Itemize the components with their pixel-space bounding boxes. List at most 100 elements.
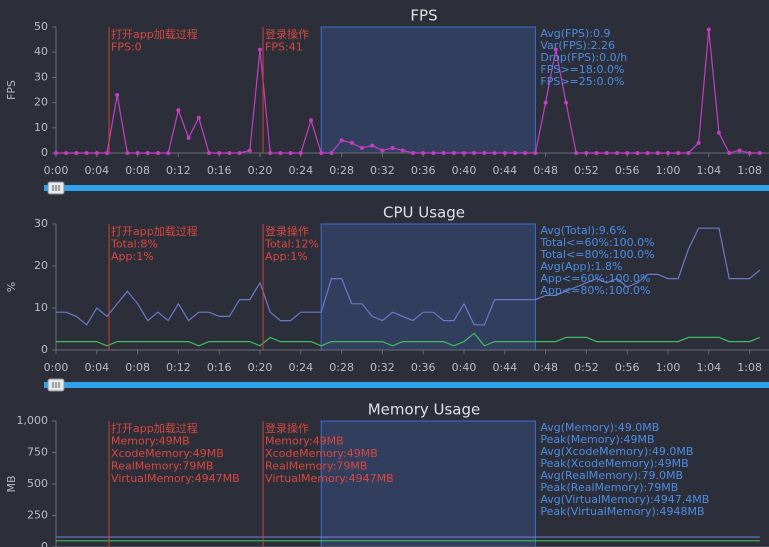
data-point xyxy=(207,151,211,155)
x-tick-label: 0:32 xyxy=(370,164,395,177)
x-tick-label: 0:16 xyxy=(207,164,232,177)
data-point xyxy=(227,151,232,155)
stat-text: Total<=80%:100.0% xyxy=(539,248,654,261)
annotation-text: 打开app加载过程 xyxy=(111,27,198,41)
data-point xyxy=(706,27,711,32)
selection-region xyxy=(320,26,536,154)
y-tick-label: 20 xyxy=(34,96,48,109)
stat-text: Avg(XcodeMemory):49.0MB xyxy=(540,445,693,458)
annotation-text: XcodeMemory:49MB xyxy=(265,447,378,460)
x-tick-label: 0:04 xyxy=(84,164,109,177)
y-tick-label: 10 xyxy=(34,301,48,314)
chart: CPU Usage% 0 10 20 30 0:00 0:04 0:08 0:12 0:16 0:2… xyxy=(5,204,769,392)
data-point xyxy=(451,151,456,155)
data-point xyxy=(298,151,303,155)
stat-text: FPS>=25:0.0% xyxy=(540,75,624,88)
x-tick-label: 0:28 xyxy=(329,361,354,374)
stat-text: Total<=60%:100.0% xyxy=(539,236,654,249)
data-point xyxy=(258,47,262,52)
selection-region xyxy=(320,420,536,547)
data-point xyxy=(339,138,344,143)
annotation-text: Memory:49MB xyxy=(111,435,190,448)
y-axis-label: % xyxy=(5,282,18,292)
stat-text: Avg(RealMemory):79.0MB xyxy=(540,469,683,482)
y-tick-label: 40 xyxy=(34,45,48,58)
stat-text: App<=80%:100.0% xyxy=(540,284,650,297)
data-point xyxy=(492,151,497,155)
x-tick-label: 0:04 xyxy=(84,361,109,374)
data-point xyxy=(288,151,293,155)
data-point xyxy=(604,151,609,155)
x-tick-label: 0:44 xyxy=(492,361,517,374)
x-tick-label: 0:24 xyxy=(288,164,313,177)
annotation-text: 登录操作 xyxy=(265,224,309,238)
x-tick-label: 0:40 xyxy=(452,361,477,374)
annotation-text: 登录操作 xyxy=(265,421,309,435)
data-point xyxy=(186,135,191,140)
data-point xyxy=(125,151,130,155)
chart-title: Memory Usage xyxy=(368,401,481,419)
data-point xyxy=(543,100,548,105)
data-point xyxy=(166,151,171,155)
range-slider-track xyxy=(44,382,769,388)
data-point xyxy=(533,151,538,155)
data-point xyxy=(247,148,252,153)
range-slider-handle[interactable] xyxy=(47,378,65,392)
data-point xyxy=(686,151,691,155)
data-point xyxy=(655,151,660,155)
data-point xyxy=(309,118,313,123)
stat-text: Peak(VirtualMemory):4948MB xyxy=(540,505,704,518)
data-point xyxy=(747,151,752,155)
range-slider-handle[interactable] xyxy=(47,181,65,195)
data-point xyxy=(666,151,670,155)
y-tick-label: 250 xyxy=(27,509,48,522)
x-tick-label: 0:56 xyxy=(615,164,640,177)
y-tick-label: 10 xyxy=(34,121,48,134)
data-point xyxy=(64,151,69,155)
data-point xyxy=(196,115,201,120)
data-point xyxy=(594,151,599,155)
range-slider-track xyxy=(44,185,769,191)
data-point xyxy=(523,151,528,155)
chart-title: CPU Usage xyxy=(383,204,465,222)
x-tick-label: 0:48 xyxy=(533,361,558,374)
data-point xyxy=(696,140,701,145)
y-tick-label: 20 xyxy=(34,259,48,272)
data-point xyxy=(217,151,222,155)
annotation-text: Total:12% xyxy=(264,238,319,251)
stat-text: Drop(FPS):0.0/h xyxy=(540,51,627,64)
data-point xyxy=(727,151,732,155)
x-tick-label: 0:12 xyxy=(166,164,191,177)
y-tick-label: 0 xyxy=(41,146,48,159)
x-tick-label: 0:20 xyxy=(248,164,273,177)
data-point xyxy=(564,100,568,105)
annotation-text: VirtualMemory:4947MB xyxy=(265,472,394,485)
data-point xyxy=(615,151,619,155)
data-point xyxy=(502,151,507,155)
x-tick-label: 1:00 xyxy=(656,164,681,177)
data-point xyxy=(237,151,242,155)
x-tick-label: 0:36 xyxy=(411,164,436,177)
data-point xyxy=(441,151,446,155)
data-point xyxy=(156,151,160,155)
data-point xyxy=(400,148,405,153)
x-tick-label: 0:12 xyxy=(166,361,191,374)
stat-text: Avg(VirtualMemory):4947.4MB xyxy=(540,493,709,506)
x-tick-label: 0:48 xyxy=(533,164,558,177)
data-point xyxy=(135,151,140,155)
data-point xyxy=(278,151,283,155)
data-point xyxy=(584,151,589,155)
annotation-text: RealMemory:79MB xyxy=(265,460,367,473)
y-tick-label: 0 xyxy=(41,540,48,547)
x-tick-label: 0:56 xyxy=(615,361,640,374)
data-point xyxy=(370,143,375,148)
annotation-text: FPS:41 xyxy=(265,41,303,54)
stat-text: FPS>=18:0.0% xyxy=(540,63,624,76)
data-point xyxy=(74,151,79,155)
data-point xyxy=(94,151,99,155)
y-tick-label: 0 xyxy=(41,343,48,356)
data-point xyxy=(625,151,630,155)
x-tick-label: 0:52 xyxy=(574,164,599,177)
stat-text: Avg(FPS):0.9 xyxy=(540,27,610,40)
